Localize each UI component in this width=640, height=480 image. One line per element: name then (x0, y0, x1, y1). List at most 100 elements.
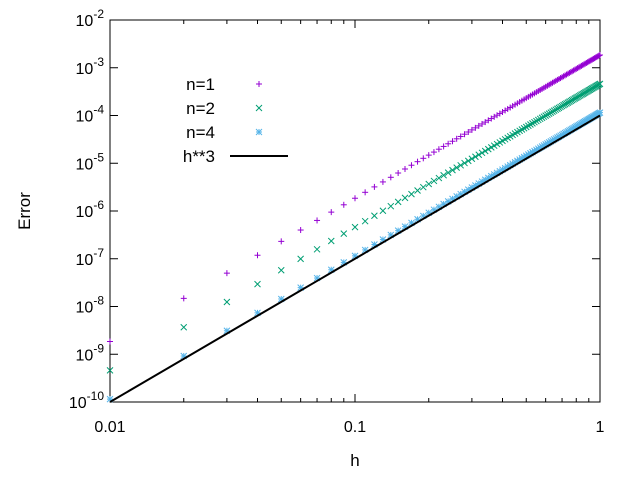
legend-label: n=4 (186, 123, 215, 142)
x-tick-label: 0.01 (94, 419, 125, 436)
data-point (223, 298, 231, 306)
y-tick-label: 10-5 (76, 150, 105, 173)
data-point (277, 266, 285, 274)
y-tick-base: 10 (76, 252, 94, 269)
data-point (482, 119, 489, 126)
data-point (278, 238, 285, 245)
data-point (254, 280, 261, 288)
data-point (297, 255, 305, 263)
data-point (578, 62, 585, 69)
data-point (453, 135, 460, 142)
data-point (536, 115, 544, 123)
y-tick-label: 10-3 (76, 55, 105, 78)
data-point (461, 131, 468, 138)
data-point (533, 117, 540, 125)
data-point (468, 155, 476, 163)
data-point (525, 122, 532, 130)
data-point (425, 152, 432, 159)
y-tick-base: 10 (76, 109, 94, 126)
y-tick-exponent: -6 (93, 198, 104, 212)
data-point (542, 112, 550, 119)
data-point (180, 323, 188, 331)
y-tick-label: 10-10 (69, 389, 104, 412)
legend-item: n=2 (186, 99, 263, 118)
data-point (544, 111, 551, 118)
data-point (379, 207, 387, 215)
data-point (371, 212, 378, 220)
data-point (314, 217, 321, 224)
data-point (527, 121, 534, 128)
data-point (499, 108, 506, 115)
data-point (107, 338, 113, 345)
data-point (395, 170, 402, 177)
legend-marker (256, 81, 262, 87)
data-point (529, 119, 536, 127)
y-tick-label: 10-8 (76, 294, 105, 317)
legend-item: n=4 (186, 123, 263, 142)
data-point (445, 140, 452, 147)
data-point (340, 201, 347, 208)
data-point (430, 177, 438, 185)
data-point (362, 189, 369, 196)
data-point (481, 147, 489, 155)
data-point (465, 129, 472, 136)
y-tick-label: 10-2 (76, 7, 105, 30)
data-point (468, 126, 475, 133)
data-point (440, 143, 447, 150)
data-point (449, 166, 456, 174)
data-point (540, 113, 548, 121)
data-point (472, 153, 479, 161)
y-tick-base: 10 (76, 61, 94, 78)
data-point (223, 270, 230, 277)
y-tick-base: 10 (76, 300, 94, 317)
data-point (371, 183, 378, 190)
data-point (475, 122, 482, 129)
data-point (379, 178, 386, 185)
y-tick-exponent: -5 (93, 150, 104, 164)
x-tick-label: 0.1 (344, 419, 366, 436)
data-point (420, 155, 427, 162)
data-point (440, 171, 447, 179)
data-point (180, 295, 187, 302)
data-point (297, 227, 304, 234)
y-tick-label: 10-9 (76, 341, 105, 364)
data-point (425, 180, 433, 188)
data-point (430, 149, 437, 156)
data-point (596, 80, 604, 88)
data-point (453, 164, 461, 172)
data-point (464, 157, 472, 165)
y-tick-exponent: -2 (93, 7, 104, 21)
data-point (457, 161, 465, 169)
data-point (502, 107, 509, 114)
data-point (327, 237, 335, 245)
y-tick-base: 10 (76, 13, 94, 30)
data-point (472, 124, 479, 131)
data-point (534, 116, 542, 124)
data-point (478, 149, 486, 157)
data-point (504, 105, 511, 112)
series-layer (106, 51, 604, 403)
axes: 0.01 0.1 110-1010-910-810-710-610-510-410-… (69, 7, 605, 436)
data-point (435, 174, 443, 182)
y-tick-label: 10-7 (76, 246, 105, 269)
y-tick-base: 10 (76, 156, 94, 173)
data-point (461, 159, 468, 167)
data-point (595, 52, 602, 59)
y-axis-title: Error (15, 192, 34, 230)
y-tick-exponent: -4 (93, 103, 104, 117)
legend-label: n=2 (186, 99, 215, 118)
data-point (484, 145, 492, 153)
data-point (352, 195, 358, 202)
legend-item: n=1 (186, 75, 262, 94)
data-point (449, 138, 456, 145)
data-point (457, 133, 464, 140)
series-n-4 (106, 109, 604, 403)
data-point (340, 230, 348, 238)
data-point (531, 118, 538, 126)
y-tick-exponent: -3 (93, 55, 104, 69)
data-point (538, 114, 546, 122)
legend-label: n=1 (186, 75, 215, 94)
y-tick-exponent: -10 (87, 389, 105, 403)
data-point (414, 158, 421, 165)
